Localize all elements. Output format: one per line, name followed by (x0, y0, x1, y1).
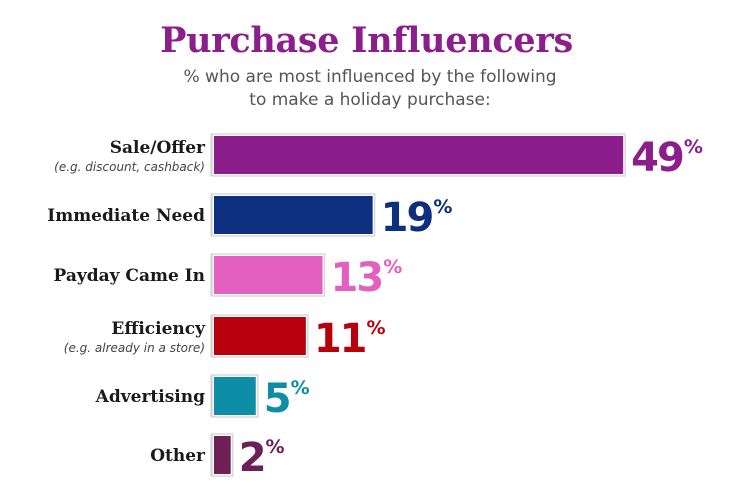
percent-sign: % (684, 136, 703, 158)
percent-sign: % (433, 196, 452, 218)
bar-1 (214, 136, 624, 174)
percent-sign: % (367, 317, 386, 339)
chart-title: Purchase Influencers (160, 20, 573, 61)
value-label: 13 (331, 255, 383, 301)
category-label: Other (150, 446, 206, 466)
bar-3 (214, 256, 323, 294)
percent-sign: % (383, 256, 402, 278)
category-label: Advertising (95, 387, 205, 407)
percent-sign: % (266, 436, 285, 458)
value-label: 2 (239, 435, 265, 481)
category-label: Efficiency (111, 319, 206, 339)
value-label: 5 (264, 376, 290, 422)
category-label: Immediate Need (47, 206, 205, 226)
category-sublabel: (e.g. discount, cashback) (54, 160, 205, 174)
category-label: Payday Came In (54, 266, 206, 286)
bar-4 (214, 317, 306, 355)
subtitle-line-1: % who are most influenced by the followi… (183, 67, 557, 87)
bar-2 (214, 196, 373, 234)
value-label: 19 (381, 195, 433, 241)
bar-6 (214, 436, 231, 474)
category-sublabel: (e.g. already in a store) (64, 341, 205, 355)
subtitle-line-2: to make a holiday purchase: (249, 90, 491, 110)
bar-5 (214, 377, 256, 415)
chart-subtitle: % who are most influenced by the followi… (120, 66, 620, 112)
value-label: 11 (314, 316, 366, 362)
percent-sign: % (291, 377, 310, 399)
value-label: 49 (631, 135, 683, 181)
category-label: Sale/Offer (110, 138, 206, 158)
